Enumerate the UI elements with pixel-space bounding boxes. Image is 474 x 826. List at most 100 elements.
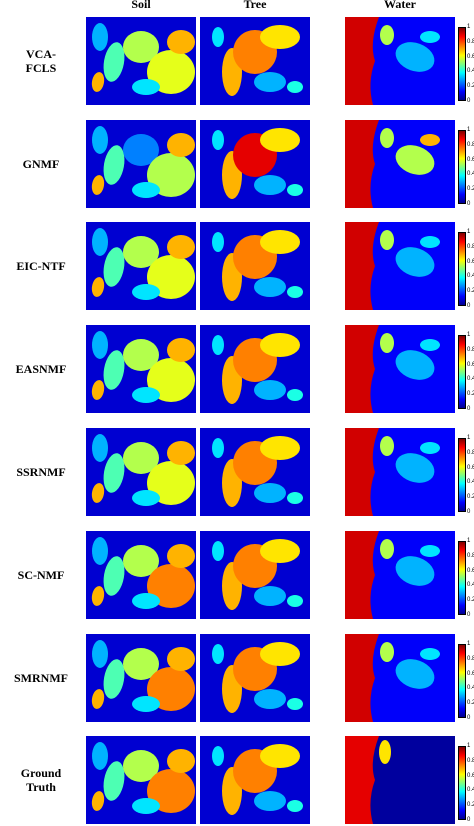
row-label-line: GNMF [22, 157, 60, 171]
colorbar-tick-label: 0.4 [467, 787, 474, 794]
row-label-line: EIC-NTF [16, 259, 66, 273]
colorbar-tick-label: 0.4 [467, 171, 474, 178]
row-label-line: EASNMF [15, 362, 67, 376]
colorbar-tick-label: 1 [467, 435, 471, 441]
colorbar-tick-label: 1 [467, 538, 471, 544]
row-label-line: VCA- [26, 47, 56, 61]
colorbar-tick-label: 0.4 [467, 68, 474, 75]
colorbar-tick-label: 1 [467, 127, 471, 133]
row-label-line: SMRNMF [14, 671, 68, 685]
abundance-map-tree [200, 325, 310, 413]
colorbar-tick-label: 0.8 [467, 449, 474, 456]
abundance-map-tree [200, 428, 310, 516]
colorbar-tick-label: 0 [467, 509, 471, 515]
abundance-map-water [345, 428, 455, 516]
colorbar [458, 541, 466, 615]
row-label: VCA- FCLS [0, 47, 82, 75]
colorbar-tick-label: 0.4 [467, 273, 474, 280]
colorbar [458, 130, 466, 204]
abundance-map-tree [200, 736, 310, 824]
colorbar-tick-label: 0.6 [467, 772, 474, 779]
colorbar-tick-label: 0.6 [467, 361, 474, 368]
column-header-tree: Tree [243, 0, 267, 11]
abundance-map-tree [200, 120, 310, 208]
abundance-map-tree [200, 222, 310, 310]
abundance-map-water [345, 736, 455, 824]
colorbar-tick-label: 0.2 [467, 391, 474, 398]
abundance-map-tree [200, 634, 310, 722]
row-label-line: SSRNMF [16, 465, 66, 479]
abundance-map-soil [86, 634, 196, 722]
colorbar-tick-label: 0.4 [467, 685, 474, 692]
colorbar-tick-label: 0.2 [467, 700, 474, 707]
abundance-map-tree [200, 531, 310, 619]
abundance-map-soil [86, 428, 196, 516]
colorbar-tick-label: 0.2 [467, 186, 474, 193]
colorbar-tick-label: 0.6 [467, 53, 474, 60]
colorbar [458, 644, 466, 718]
colorbar-tick-label: 0.4 [467, 582, 474, 589]
colorbar [458, 27, 466, 101]
colorbar-tick-label: 0.2 [467, 597, 474, 604]
abundance-map-soil [86, 531, 196, 619]
row-label-line: Ground [20, 766, 62, 780]
row-label: SSRNMF [0, 465, 82, 479]
colorbar-tick-label: 0 [467, 715, 471, 721]
abundance-map-tree [200, 17, 310, 105]
colorbar-tick-label: 0.2 [467, 802, 474, 809]
colorbar-tick-label: 0.2 [467, 494, 474, 501]
colorbar-tick-label: 0.6 [467, 258, 474, 265]
colorbar-tick-label: 1 [467, 743, 471, 749]
colorbar-tick-label: 0.6 [467, 567, 474, 574]
colorbar-tick-label: 0.8 [467, 141, 474, 148]
colorbar [458, 335, 466, 409]
colorbar-tick-label: 1 [467, 641, 471, 647]
colorbar-tick-label: 1 [467, 24, 471, 30]
colorbar-tick-label: 0.4 [467, 479, 474, 486]
column-header-water: Water [384, 0, 416, 11]
colorbar-tick-label: 0.8 [467, 757, 474, 764]
row-label-line: FCLS [25, 61, 57, 75]
abundance-map-water [345, 120, 455, 208]
row-label: EASNMF [0, 362, 82, 376]
row-label: SMRNMF [0, 671, 82, 685]
colorbar-tick-label: 0 [467, 612, 471, 618]
colorbar-tick-label: 0.2 [467, 288, 474, 295]
colorbar-tick-label: 0.6 [467, 156, 474, 163]
column-header-soil: Soil [131, 0, 151, 11]
colorbar-tick-label: 0.2 [467, 83, 474, 90]
colorbar-tick-label: 1 [467, 332, 471, 338]
colorbar [458, 746, 466, 820]
abundance-map-water [345, 17, 455, 105]
row-label: EIC-NTF [0, 259, 82, 273]
abundance-map-soil [86, 325, 196, 413]
abundance-map-water [345, 634, 455, 722]
colorbar-tick-label: 0 [467, 98, 471, 104]
colorbar-tick-label: 1 [467, 229, 471, 235]
colorbar-tick-label: 0.8 [467, 346, 474, 353]
abundance-map-soil [86, 17, 196, 105]
colorbar-tick-label: 0 [467, 817, 471, 823]
colorbar-tick-label: 0 [467, 201, 471, 207]
abundance-map-soil [86, 120, 196, 208]
abundance-map-water [345, 325, 455, 413]
abundance-map-soil [86, 222, 196, 310]
colorbar-tick-label: 0.6 [467, 670, 474, 677]
abundance-map-water [345, 222, 455, 310]
colorbar-tick-label: 0.8 [467, 243, 474, 250]
colorbar-tick-label: 0.8 [467, 38, 474, 45]
row-label-line: SC-NMF [17, 568, 65, 582]
colorbar-tick-label: 0 [467, 303, 471, 309]
row-label: SC-NMF [0, 568, 82, 582]
colorbar [458, 438, 466, 512]
row-label: Ground Truth [0, 766, 82, 794]
row-label-line: Truth [26, 780, 56, 794]
colorbar-tick-label: 0.4 [467, 376, 474, 383]
colorbar-tick-label: 0.8 [467, 552, 474, 559]
colorbar [458, 232, 466, 306]
abundance-map-soil [86, 736, 196, 824]
abundance-map-water [345, 531, 455, 619]
colorbar-tick-label: 0 [467, 406, 471, 412]
colorbar-tick-label: 0.8 [467, 655, 474, 662]
colorbar-tick-label: 0.6 [467, 464, 474, 471]
